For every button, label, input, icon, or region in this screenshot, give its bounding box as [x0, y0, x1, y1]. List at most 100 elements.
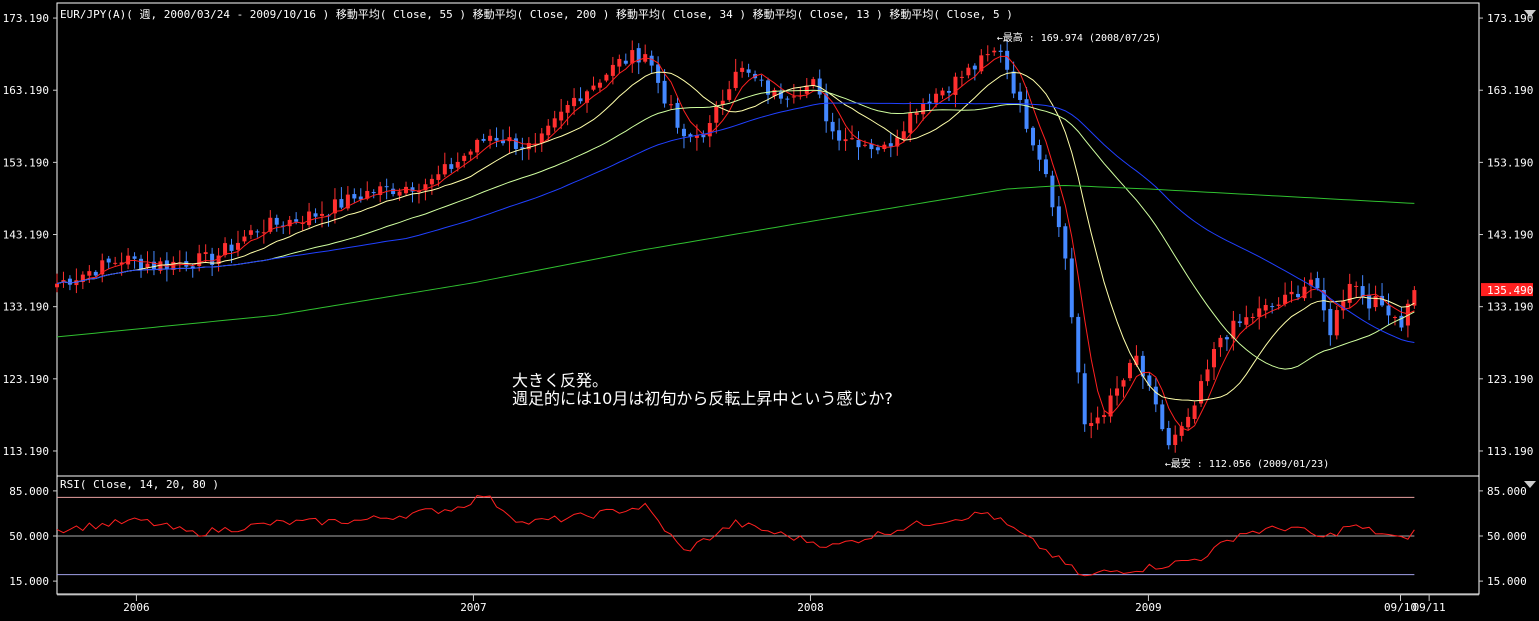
candle-body: [397, 191, 402, 196]
candle-body: [151, 261, 156, 269]
candle-body: [1173, 434, 1178, 445]
candle-body: [1095, 417, 1100, 424]
candle-body: [1205, 369, 1210, 382]
candle-body: [1121, 380, 1126, 387]
candle-body: [992, 50, 997, 53]
price-ytick-label-right: 153.190: [1487, 156, 1533, 169]
candle-body: [585, 91, 590, 103]
candle-body: [559, 111, 564, 121]
comment-text: 大きく反発。 週足的には10月は初旬から反転上昇中という感じか?: [512, 372, 893, 408]
candle-body: [824, 93, 829, 122]
candle-body: [436, 174, 441, 180]
ma-55-line: [56, 102, 1415, 344]
candle-body: [274, 217, 279, 225]
candle-body: [1237, 321, 1242, 324]
candle-body: [513, 138, 518, 149]
ma-200-line: [56, 184, 1415, 338]
candle-body: [248, 230, 253, 235]
price-ytick-label-left: 143.190: [3, 229, 49, 242]
candle-body: [791, 96, 796, 98]
candle-body: [656, 64, 661, 83]
candle-body: [1082, 373, 1087, 425]
candle-body: [604, 74, 609, 81]
candle-body: [352, 194, 357, 199]
ma-34-line: [56, 89, 1415, 370]
candle-body: [675, 102, 680, 128]
last-price-marker: [1481, 283, 1533, 297]
candle-body: [636, 48, 641, 63]
candle-body: [1140, 355, 1145, 377]
candle-body: [410, 187, 415, 192]
candle-body: [630, 50, 635, 64]
candle-body: [1373, 295, 1378, 308]
candle-body: [1231, 320, 1236, 339]
candle-body: [139, 258, 144, 270]
rsi-ytick-label-right: 85.000: [1487, 485, 1527, 498]
candle-body: [1102, 415, 1107, 417]
candle-body: [1263, 305, 1268, 311]
price-ytick-label-right: 173.190: [1487, 12, 1533, 25]
comment-line-1: 大きく反発。: [512, 371, 609, 390]
candle-body: [927, 101, 932, 104]
candle-body: [1257, 308, 1262, 317]
candle-body: [875, 147, 880, 151]
candle-body: [384, 186, 389, 188]
candle-body: [959, 76, 964, 78]
candle-body: [294, 219, 299, 222]
candle-body: [190, 266, 195, 269]
price-scale-dropdown-icon[interactable]: [1524, 10, 1536, 17]
candle-body: [145, 263, 150, 268]
candle-body: [1037, 144, 1042, 160]
candle-body: [1147, 375, 1152, 386]
candle-body: [378, 186, 383, 195]
candle-body: [720, 100, 725, 105]
candle-body: [1224, 337, 1229, 340]
candle-body: [578, 98, 583, 102]
candle-body: [1134, 355, 1139, 366]
candle-body: [733, 71, 738, 88]
candle-body: [1283, 294, 1288, 304]
candle-body: [468, 151, 473, 155]
candle-body: [93, 271, 98, 276]
xtick-label: 09/10: [1384, 601, 1417, 614]
candle-body: [223, 243, 228, 256]
candle-body: [850, 138, 855, 140]
candle-body: [449, 164, 454, 169]
candle-body: [80, 274, 85, 283]
last-price-label: 135.490: [1487, 284, 1533, 297]
candle-body: [87, 271, 92, 276]
candle-body: [1043, 159, 1048, 175]
axes: 173.190 173.190 163.190 163.190 153.190 153.1…: [3, 12, 1534, 614]
candle-body: [1250, 316, 1255, 318]
candle-body: [339, 199, 344, 208]
candle-body: [688, 134, 693, 138]
candle-body: [255, 231, 260, 233]
rsi-scale-dropdown-icon[interactable]: [1524, 481, 1536, 488]
candle-body: [455, 161, 460, 168]
price-chart-header: EUR/JPY(A)( 週, 2000/03/24 - 2009/10/16 )…: [60, 8, 1013, 21]
candle-body: [1412, 290, 1417, 306]
candle-body: [623, 60, 628, 64]
candle-body: [1050, 175, 1055, 208]
chart-frame: [56, 2, 1480, 596]
candle-body: [895, 137, 900, 147]
price-ytick-label-right: 133.190: [1487, 301, 1533, 314]
price-ytick-label-left: 113.190: [3, 445, 49, 458]
candle-body: [229, 244, 234, 251]
ma-5-line: [56, 55, 1415, 431]
candle-body: [856, 139, 861, 148]
candle-body: [817, 78, 822, 95]
candle-body: [313, 213, 318, 217]
xtick-label: 2007: [460, 601, 487, 614]
candle-body: [1186, 416, 1191, 428]
candle-body: [281, 225, 286, 227]
candle-body: [1308, 279, 1313, 286]
candle-body: [106, 258, 111, 263]
candle-body: [888, 143, 893, 147]
candle-body: [785, 98, 790, 100]
candle-body: [1063, 226, 1068, 259]
candle-body: [1296, 293, 1301, 298]
candle-body: [985, 54, 990, 56]
candle-body: [862, 144, 867, 146]
